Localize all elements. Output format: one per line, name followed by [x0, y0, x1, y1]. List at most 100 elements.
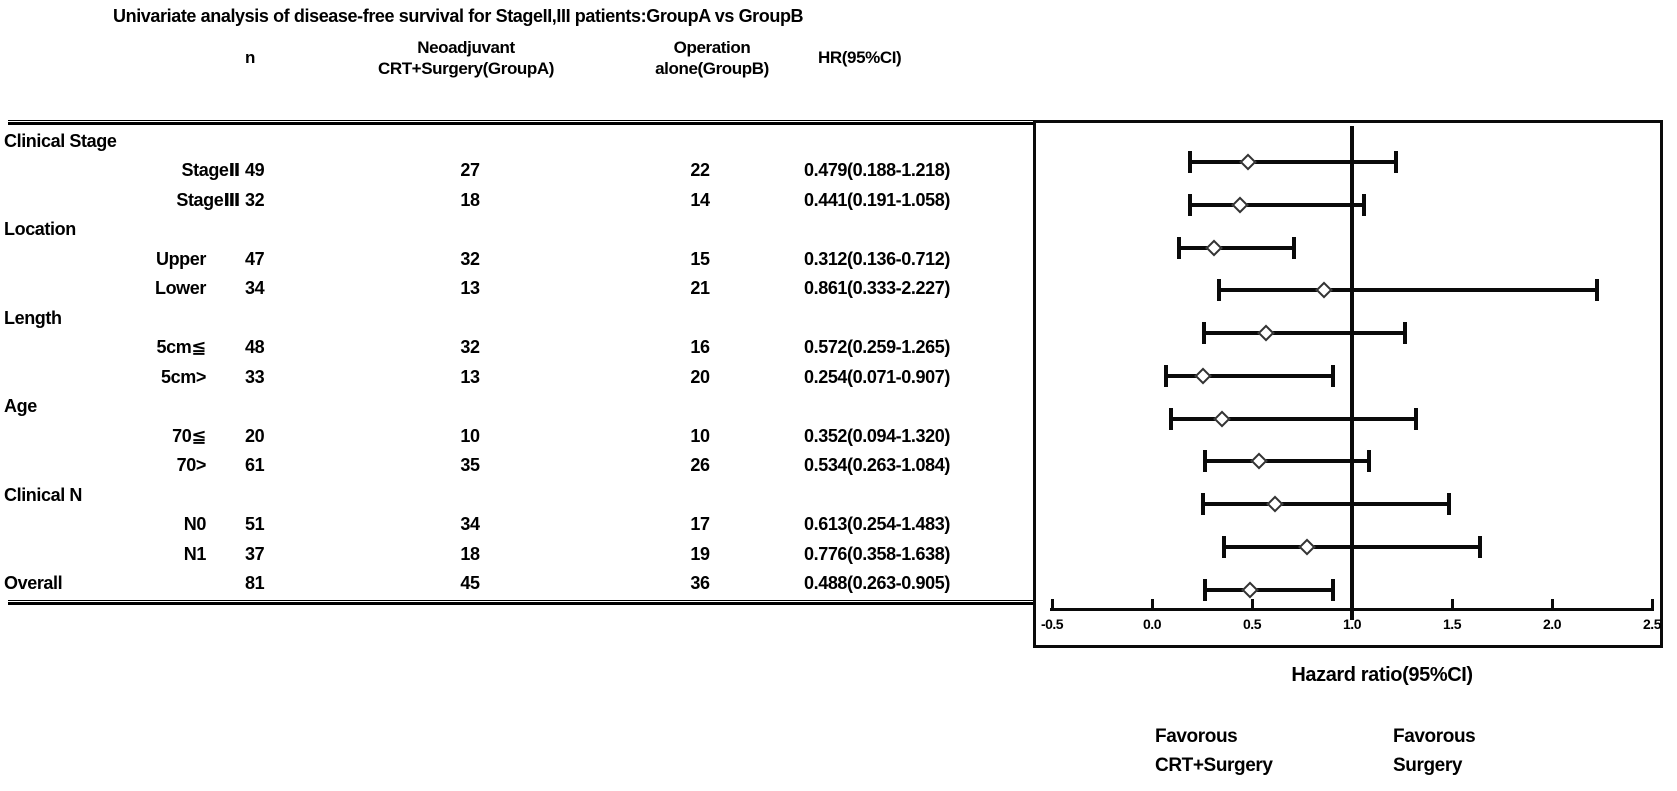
- ci-cap-left: [1221, 535, 1226, 558]
- row-subgroup-label: 70≦: [172, 425, 206, 446]
- ci-line: [1202, 459, 1371, 464]
- n-value: 33: [245, 366, 265, 387]
- ci-cap-left: [1202, 578, 1207, 601]
- ci-cap-right: [1393, 151, 1398, 173]
- ci-line: [1177, 245, 1297, 250]
- hr-ci-text: 0.613(0.254-1.483): [804, 514, 950, 535]
- figure-title: Univariate analysis of disease-free surv…: [113, 6, 804, 26]
- column-header-group-a-line2: CRT+Surgery(GroupA): [377, 59, 555, 78]
- ci-line: [1168, 416, 1418, 421]
- ci-line: [1164, 373, 1336, 378]
- ci-cap-right: [1446, 493, 1451, 516]
- ci-cap-right: [1330, 578, 1335, 601]
- group-a-value: 32: [460, 248, 480, 269]
- ci-line: [1200, 502, 1451, 507]
- column-header-group-b: Operation alone(GroupB): [612, 37, 812, 79]
- hr-ci-text: 0.776(0.358-1.638): [804, 543, 950, 564]
- column-header-n: n: [245, 48, 255, 67]
- n-value: 20: [245, 425, 265, 446]
- ci-cap-left: [1200, 493, 1205, 516]
- group-b-value: 15: [690, 248, 710, 269]
- ci-line: [1201, 331, 1407, 336]
- ci-cap-left: [1187, 151, 1192, 173]
- ci-cap-left: [1168, 407, 1173, 430]
- row-group-label: Clinical Stage: [4, 131, 117, 151]
- axis-tick: [1450, 599, 1454, 608]
- ci-line: [1221, 544, 1482, 549]
- row-subgroup-label: Lower: [154, 278, 206, 299]
- axis-tick-label: 0.5: [1243, 616, 1261, 632]
- table-row: Lower 34 13 21 0.861(0.333-2.227): [0, 274, 1000, 303]
- ci-cap-right: [1595, 279, 1600, 302]
- row-subgroup-label: N0: [183, 514, 207, 535]
- row-subgroup-label: N1: [183, 543, 207, 564]
- table-row: Age: [0, 392, 1000, 421]
- table-row: Location: [0, 215, 1000, 244]
- table-row: StageⅢ 32 18 14 0.441(0.191-1.058): [0, 186, 1000, 215]
- column-header-group-a-line1: Neoadjuvant: [417, 38, 515, 57]
- axis-tick: [1150, 599, 1154, 608]
- ci-line: [1187, 160, 1398, 164]
- error-bar: [1202, 450, 1371, 473]
- favor-right-annotation: Favorous Surgery: [1393, 722, 1476, 780]
- row-subgroup-label: 5cm>: [161, 366, 206, 387]
- hr-ci-text: 0.534(0.263-1.084): [804, 455, 950, 476]
- axis-tick: [1650, 599, 1654, 608]
- group-b-value: 10: [690, 425, 710, 446]
- n-value: 49: [245, 160, 265, 181]
- ci-cap-right: [1413, 407, 1418, 430]
- ci-cap-right: [1402, 322, 1407, 345]
- group-a-value: 18: [460, 543, 480, 564]
- subgroup-table: Clinical Stage StageⅡ 49 27 22 0.479(0.188-1.…: [0, 127, 1000, 599]
- favor-right-line1: Favorous: [1393, 726, 1476, 747]
- x-axis-line: [1050, 608, 1654, 611]
- row-group-label: Clinical N: [4, 484, 83, 505]
- row-subgroup-label: Upper: [155, 248, 206, 269]
- group-a-value: 32: [460, 337, 480, 358]
- n-value: 81: [245, 573, 265, 594]
- axis-tick-label: 2.5: [1643, 616, 1661, 632]
- hr-ci-text: 0.479(0.188-1.218): [804, 160, 950, 181]
- n-value: 34: [245, 278, 265, 299]
- error-bar: [1216, 279, 1600, 302]
- group-a-value: 13: [460, 278, 480, 299]
- table-top-rule: [8, 120, 1033, 125]
- axis-tick: [1550, 599, 1554, 608]
- table-row: Clinical N: [0, 481, 1000, 510]
- table-row: 70> 61 35 26 0.534(0.263-1.084): [0, 451, 1000, 480]
- n-value: 61: [245, 455, 265, 476]
- group-b-value: 21: [690, 278, 710, 299]
- error-bar: [1221, 535, 1482, 558]
- n-value: 37: [245, 543, 265, 564]
- axis-tick: [1050, 599, 1054, 608]
- table-bottom-rule: [8, 600, 1033, 605]
- ci-cap-left: [1177, 236, 1182, 259]
- ci-cap-left: [1164, 364, 1169, 387]
- row-subgroup-label: StageⅢ: [176, 189, 240, 210]
- axis-tick-label: 1.5: [1443, 616, 1461, 632]
- row-subgroup-label: 70>: [176, 455, 207, 476]
- table-row: 70≦ 20 10 10 0.352(0.094-1.320): [0, 422, 1000, 451]
- error-bar: [1200, 493, 1451, 516]
- axis-tick-label: 1.0: [1343, 616, 1361, 632]
- n-value: 51: [245, 514, 265, 535]
- table-row: N1 37 18 19 0.776(0.358-1.638): [0, 540, 1000, 569]
- n-value: 48: [245, 337, 265, 358]
- hr-ci-text: 0.861(0.333-2.227): [804, 278, 950, 299]
- group-a-value: 34: [460, 514, 480, 535]
- group-b-value: 20: [690, 366, 710, 387]
- group-b-value: 14: [690, 189, 710, 210]
- hr-ci-text: 0.441(0.191-1.058): [804, 189, 950, 210]
- table-row: 5cm≦ 48 32 16 0.572(0.259-1.265): [0, 333, 1000, 362]
- x-axis-title: Hazard ratio(95%CI): [1291, 664, 1473, 686]
- row-group-label: Overall: [4, 573, 63, 594]
- ci-cap-right: [1361, 193, 1366, 216]
- ci-cap-left: [1216, 279, 1221, 302]
- ci-cap-right: [1366, 450, 1371, 473]
- favor-left-annotation: Favorous CRT+Surgery: [1155, 722, 1273, 780]
- axis-tick-label: 2.0: [1543, 616, 1561, 632]
- group-a-value: 27: [460, 160, 480, 181]
- error-bar: [1201, 322, 1407, 345]
- ci-cap-right: [1292, 236, 1297, 259]
- axis-tick: [1350, 599, 1354, 608]
